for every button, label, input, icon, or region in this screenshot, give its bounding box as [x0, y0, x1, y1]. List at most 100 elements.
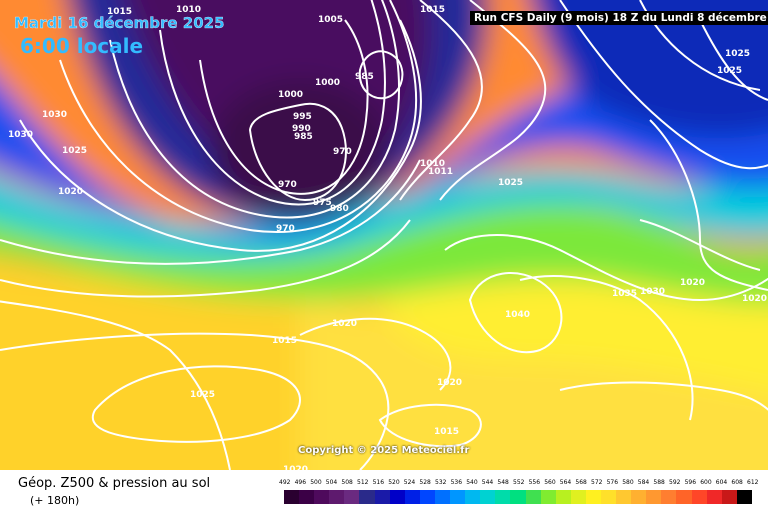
legend-value-label: 504 — [325, 479, 338, 486]
legend-value-label: 556 — [528, 479, 541, 486]
legend-swatch — [465, 490, 481, 504]
isobar-label: 990 — [292, 124, 311, 134]
legend-labels: 492 496 500 504 508 512 516 520 524 528 532 536 540 5… — [279, 479, 759, 489]
isobar-label: 1015 — [420, 5, 445, 15]
isobar-line — [299, 317, 452, 391]
isobar-label: 1025 — [725, 49, 750, 59]
isobar-label: 1015 — [107, 7, 132, 17]
legend-value-label: 516 — [372, 479, 385, 486]
map-canvas: 1015 101010051015985100010009959909859709… — [0, 0, 768, 470]
isobar-label: 1020 — [437, 378, 462, 388]
legend-value-label: 604 — [715, 479, 728, 486]
legend-value-label: 548 — [497, 479, 509, 486]
isobar-label: 1020 — [742, 294, 767, 304]
legend-swatch — [676, 490, 692, 504]
isobar-label: 1015 — [272, 336, 297, 346]
isobar-line — [699, 19, 768, 101]
isobar-line — [199, 19, 369, 195]
isobar-line — [468, 272, 563, 354]
isobar-label: 1020 — [58, 187, 83, 197]
forecast-map: 1015 1010 1005 1015 985 1000 1000 995 990 985 970 9… — [0, 0, 768, 470]
legend-swatch — [450, 490, 466, 504]
legend-swatch — [555, 490, 571, 504]
legend-swatch — [314, 490, 330, 504]
copyright-notice: Copyright © 2025 Meteociel.fr — [298, 445, 470, 456]
legend-value-label: 492 — [279, 479, 291, 486]
legend-swatch — [284, 490, 300, 504]
isobar-label: 1030 — [640, 287, 665, 297]
isobar-label: 1025 — [717, 66, 742, 76]
legend-swatch — [646, 490, 662, 504]
legend-value-label: 600 — [700, 479, 712, 486]
legend-swatch — [389, 490, 405, 504]
legend-value-label: 592 — [669, 479, 681, 486]
isobar-line — [92, 365, 301, 443]
footer-subtitle: (+ 180h) — [30, 494, 80, 507]
isobar-label: 975 — [313, 198, 332, 208]
isobar-line — [0, 219, 411, 298]
legend-swatch — [540, 490, 556, 504]
isobar-line — [358, 50, 404, 100]
legend-swatch — [736, 490, 752, 504]
isobar-label: 1000 — [278, 90, 303, 100]
legend-swatch — [329, 490, 345, 504]
isobar-label: 1030 — [8, 130, 33, 140]
legend-swatch — [600, 490, 617, 504]
isobar-label: 1035 — [612, 289, 637, 299]
legend-value-label: 576 — [606, 479, 619, 486]
isobar-label: 1025 — [498, 178, 523, 188]
footer-title: Géop. Z500 & pression au sol — [18, 476, 211, 491]
isobar-line — [439, 0, 547, 201]
isobar-label: 1030 — [42, 110, 67, 120]
legend-value-label: 596 — [684, 479, 697, 486]
isobar-label: 1040 — [505, 310, 530, 320]
isobar-label: 970 — [333, 147, 352, 157]
legend-swatch — [706, 490, 722, 504]
isobar-line — [248, 102, 347, 202]
legend-swatch — [374, 490, 390, 504]
legend-swatch — [480, 490, 496, 504]
legend-value-label: 588 — [653, 479, 665, 486]
isobar-line — [559, 381, 768, 411]
legend-value-label: 564 — [559, 479, 572, 486]
isobar-label: 1010 — [176, 5, 201, 15]
legend-swatch — [721, 490, 737, 504]
isobar-label: 985 — [294, 132, 313, 142]
legend-value-label: 584 — [637, 479, 650, 486]
isobar-lines — [0, 0, 768, 470]
legend-value-label: 512 — [357, 479, 369, 486]
isobar-label: 1020 — [332, 319, 357, 329]
legend-value-label: 540 — [466, 479, 478, 486]
legend-swatch — [525, 490, 541, 504]
isobar-line — [0, 159, 421, 265]
isobar-label: 985 — [355, 72, 374, 82]
legend-value-label: 520 — [388, 479, 400, 486]
legend-swatch — [434, 490, 451, 504]
legend-value-label: 560 — [544, 479, 556, 486]
legend-swatch — [570, 490, 586, 504]
legend-swatch — [585, 490, 601, 504]
legend-value-label: 536 — [450, 479, 463, 486]
isobar-line — [109, 0, 400, 219]
isobar-line — [19, 19, 422, 252]
legend-value-label: 612 — [747, 479, 759, 486]
legend-value-label: 572 — [591, 479, 603, 486]
isobar-label: 1000 — [315, 78, 340, 88]
isobar-label: 1005 — [318, 15, 343, 25]
legend-swatch — [616, 490, 632, 504]
legend-swatch — [419, 490, 435, 504]
isobar-label: 995 — [293, 112, 312, 122]
legend-swatch — [344, 490, 360, 504]
isobar-line — [0, 332, 390, 470]
isobar-label: 1011 — [428, 167, 453, 177]
model-run-banner: Run CFS Daily (9 mois) 18 Z du Lundi 8 d… — [470, 11, 768, 25]
isobar-line — [0, 300, 231, 470]
legend-value-label: 580 — [622, 479, 634, 486]
isobar-line — [559, 0, 768, 170]
isobar-label: 970 — [278, 180, 297, 190]
isobar-label: 1025 — [62, 146, 87, 156]
legend-value-label: 568 — [575, 479, 587, 486]
legend-value-label: 608 — [731, 479, 743, 486]
legend-swatch — [299, 490, 315, 504]
isobar-label: 1010 — [420, 159, 445, 169]
